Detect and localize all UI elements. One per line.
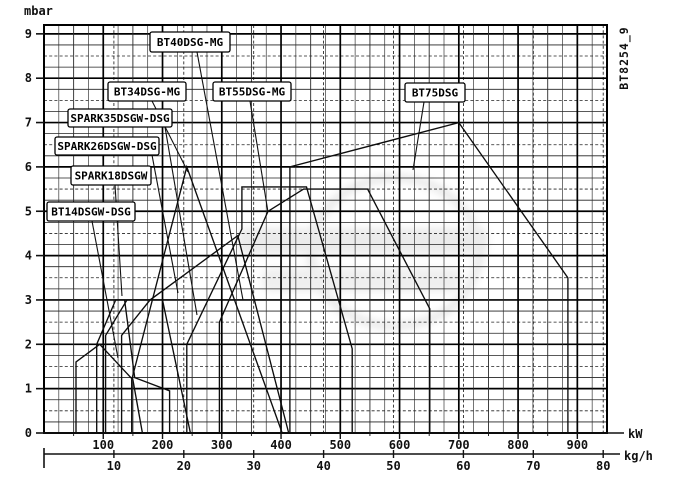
series-label-spark26dsgw-dsg: SPARK26DSGW-DSG	[54, 136, 160, 156]
svg-text:BT75DSG: BT75DSG	[412, 87, 459, 100]
kw-axis-unit-label: kW	[628, 427, 643, 441]
kw-tick-label: 100	[92, 438, 114, 452]
y-tick-label: 6	[25, 160, 32, 174]
envelope-spark35dsgw-dsg	[120, 234, 290, 434]
svg-text:BT40DSG-MG: BT40DSG-MG	[157, 36, 224, 49]
svg-text:BT55DSG-MG: BT55DSG-MG	[219, 86, 286, 99]
svg-text:SPARK26DSGW-DSG: SPARK26DSGW-DSG	[57, 140, 157, 153]
envelope-bt14dsgw-dsg	[75, 343, 144, 434]
kgh-tick-label: 40	[316, 459, 330, 473]
y-axis-unit-label: mbar	[24, 4, 53, 18]
envelope-bt55dsg-mg	[218, 188, 431, 433]
envelope-spark26dsgw-dsg	[104, 299, 192, 434]
y-tick-label: 8	[25, 71, 32, 85]
y-tick-label: 7	[25, 116, 32, 130]
series-labels: BT14DSGW-DSG SPARK18DSGW SPARK26DSGW-DSG SP…	[46, 31, 466, 222]
series-label-bt75dsg: BT75DSG	[404, 82, 466, 103]
series-label-bt14dsgw-dsg: BT14DSGW-DSG	[46, 201, 136, 222]
working-field-envelopes	[75, 121, 569, 434]
envelope-bt34dsg-mg	[131, 164, 283, 434]
label-leader-lines	[91, 51, 425, 359]
y-tick-label: 2	[25, 337, 32, 351]
kgh-axis-unit-label: kg/h	[624, 449, 653, 463]
svg-text:SPARK35DSGW-DSG: SPARK35DSGW-DSG	[70, 112, 170, 125]
y-tick-label: 5	[25, 204, 32, 218]
svg-text:SPARK18DSGW: SPARK18DSGW	[75, 170, 148, 183]
kw-tick-label: 700	[448, 438, 470, 452]
kw-tick-label: 300	[211, 438, 233, 452]
y-tick-label: 9	[25, 27, 32, 41]
envelope-spark18dsgw	[96, 299, 171, 433]
kgh-tick-label: 50	[386, 459, 400, 473]
kw-tick-label: 900	[566, 438, 588, 452]
envelope-bt40dsg-mg	[186, 186, 353, 433]
kw-tick-label: 800	[507, 438, 529, 452]
y-tick-label: 4	[25, 249, 32, 263]
series-label-spark35dsgw-dsg: SPARK35DSGW-DSG	[67, 108, 173, 128]
kgh-tick-label: 30	[246, 459, 260, 473]
y-tick-label: 1	[25, 382, 32, 396]
series-label-bt40dsg-mg: BT40DSG-MG	[149, 31, 231, 53]
series-label-bt34dsg-mg: BT34DSG-MG	[107, 81, 187, 102]
y-tick-label: 3	[25, 293, 32, 307]
kgh-tick-label: 80	[596, 459, 610, 473]
svg-text:BT34DSG-MG: BT34DSG-MG	[114, 86, 181, 99]
kgh-tick-label: 20	[177, 459, 191, 473]
kgh-tick-label: 10	[107, 459, 121, 473]
series-label-spark18dsgw: SPARK18DSGW	[70, 165, 152, 186]
envelope-bt75dsg	[289, 121, 569, 433]
kgh-tick-label: 60	[456, 459, 470, 473]
y-tick-label: 0	[25, 426, 32, 440]
kw-tick-label: 500	[329, 438, 351, 452]
axes: 0 1 2 3 4 5 6 7 8 9 100 200 300 400 500 600 700 800 900 10 2…	[25, 27, 624, 473]
figure-code: BT8254_9	[617, 26, 631, 90]
kw-tick-label: 400	[270, 438, 292, 452]
series-label-bt55dsg-mg: BT55DSG-MG	[212, 81, 292, 102]
svg-text:BT14DSGW-DSG: BT14DSGW-DSG	[51, 206, 131, 219]
kw-tick-label: 200	[152, 438, 174, 452]
kgh-tick-label: 70	[526, 459, 540, 473]
kw-tick-label: 600	[389, 438, 411, 452]
